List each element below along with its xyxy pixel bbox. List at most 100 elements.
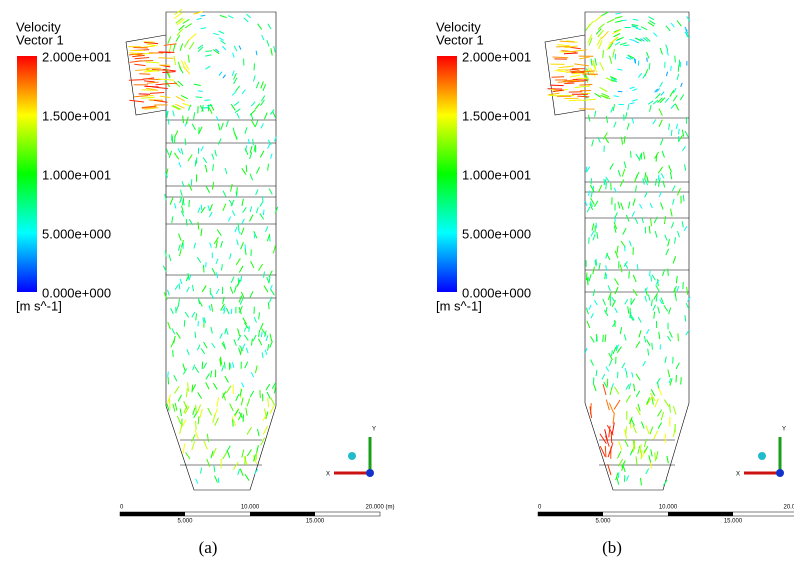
vector bbox=[213, 32, 219, 36]
vector bbox=[270, 397, 276, 406]
vector bbox=[643, 445, 649, 454]
triad-ball bbox=[758, 452, 766, 460]
vector bbox=[604, 445, 607, 458]
vector bbox=[609, 163, 614, 170]
vector bbox=[254, 365, 258, 374]
vector bbox=[258, 329, 261, 337]
triad-ball bbox=[348, 452, 356, 460]
vector bbox=[644, 295, 647, 302]
vector bbox=[646, 57, 648, 62]
vector bbox=[642, 72, 647, 79]
vector bbox=[132, 54, 145, 58]
vector bbox=[254, 103, 261, 110]
vector bbox=[599, 61, 605, 71]
legend-title: Velocity bbox=[16, 19, 61, 34]
vector bbox=[602, 383, 607, 396]
vector bbox=[615, 12, 621, 15]
vector bbox=[263, 112, 268, 120]
vector bbox=[655, 285, 660, 292]
vector bbox=[657, 278, 659, 287]
vector bbox=[252, 138, 254, 146]
vector bbox=[615, 20, 623, 23]
vector bbox=[614, 386, 620, 395]
vector bbox=[200, 14, 206, 17]
vector bbox=[682, 194, 685, 202]
vector bbox=[659, 97, 666, 104]
vector bbox=[664, 433, 667, 444]
vector bbox=[220, 264, 223, 271]
vector bbox=[613, 121, 617, 128]
vector bbox=[623, 135, 626, 144]
vector bbox=[629, 312, 632, 319]
vector bbox=[218, 71, 223, 76]
vector bbox=[667, 268, 669, 276]
vector bbox=[237, 279, 241, 287]
vector bbox=[664, 356, 667, 364]
vector bbox=[269, 284, 273, 291]
vector bbox=[218, 30, 225, 34]
vector bbox=[606, 18, 615, 24]
vector bbox=[629, 419, 632, 429]
vector bbox=[191, 123, 197, 131]
vector bbox=[669, 378, 673, 386]
vector bbox=[210, 293, 214, 300]
vector bbox=[629, 448, 634, 456]
vector bbox=[141, 96, 155, 99]
vector bbox=[168, 150, 173, 158]
vector bbox=[680, 377, 682, 385]
vector bbox=[243, 322, 249, 329]
vector bbox=[554, 70, 570, 73]
vector bbox=[217, 123, 221, 131]
vector bbox=[648, 63, 651, 70]
vector bbox=[219, 356, 223, 365]
vector bbox=[195, 313, 198, 321]
vector bbox=[583, 75, 589, 83]
vector bbox=[179, 248, 182, 257]
vector bbox=[644, 191, 648, 198]
vector bbox=[193, 112, 196, 120]
vector bbox=[602, 95, 611, 100]
vector bbox=[187, 104, 192, 111]
vector bbox=[620, 202, 624, 211]
vector bbox=[269, 404, 275, 414]
vector bbox=[620, 137, 624, 145]
vector bbox=[547, 92, 560, 96]
vector bbox=[609, 55, 613, 64]
vector bbox=[229, 286, 234, 294]
vector bbox=[645, 36, 651, 42]
vector bbox=[204, 164, 208, 173]
vector bbox=[670, 22, 675, 28]
vector bbox=[605, 366, 610, 372]
vector bbox=[220, 303, 225, 311]
vector bbox=[167, 371, 169, 378]
vector bbox=[232, 52, 235, 58]
vector bbox=[651, 342, 653, 350]
vector bbox=[660, 173, 665, 179]
vector bbox=[179, 43, 184, 51]
vector bbox=[653, 311, 656, 319]
vector bbox=[244, 473, 250, 481]
vector bbox=[238, 265, 244, 273]
panel-label: (b) bbox=[602, 538, 622, 557]
vector bbox=[668, 123, 670, 130]
vector bbox=[590, 58, 593, 66]
vector bbox=[220, 40, 226, 45]
vector bbox=[630, 150, 632, 158]
vector bbox=[255, 207, 259, 214]
vector bbox=[267, 343, 270, 351]
vector bbox=[174, 203, 177, 209]
vector bbox=[667, 238, 671, 247]
vector bbox=[200, 206, 206, 214]
vector bbox=[584, 347, 588, 354]
vector bbox=[222, 305, 226, 312]
vector bbox=[249, 214, 254, 222]
vector bbox=[233, 132, 238, 141]
vector bbox=[674, 237, 676, 244]
vector bbox=[179, 408, 182, 417]
vector bbox=[146, 43, 158, 47]
vector bbox=[239, 389, 243, 397]
vector bbox=[244, 334, 249, 341]
vector bbox=[177, 80, 184, 87]
vector bbox=[229, 253, 232, 260]
vector bbox=[641, 449, 648, 458]
